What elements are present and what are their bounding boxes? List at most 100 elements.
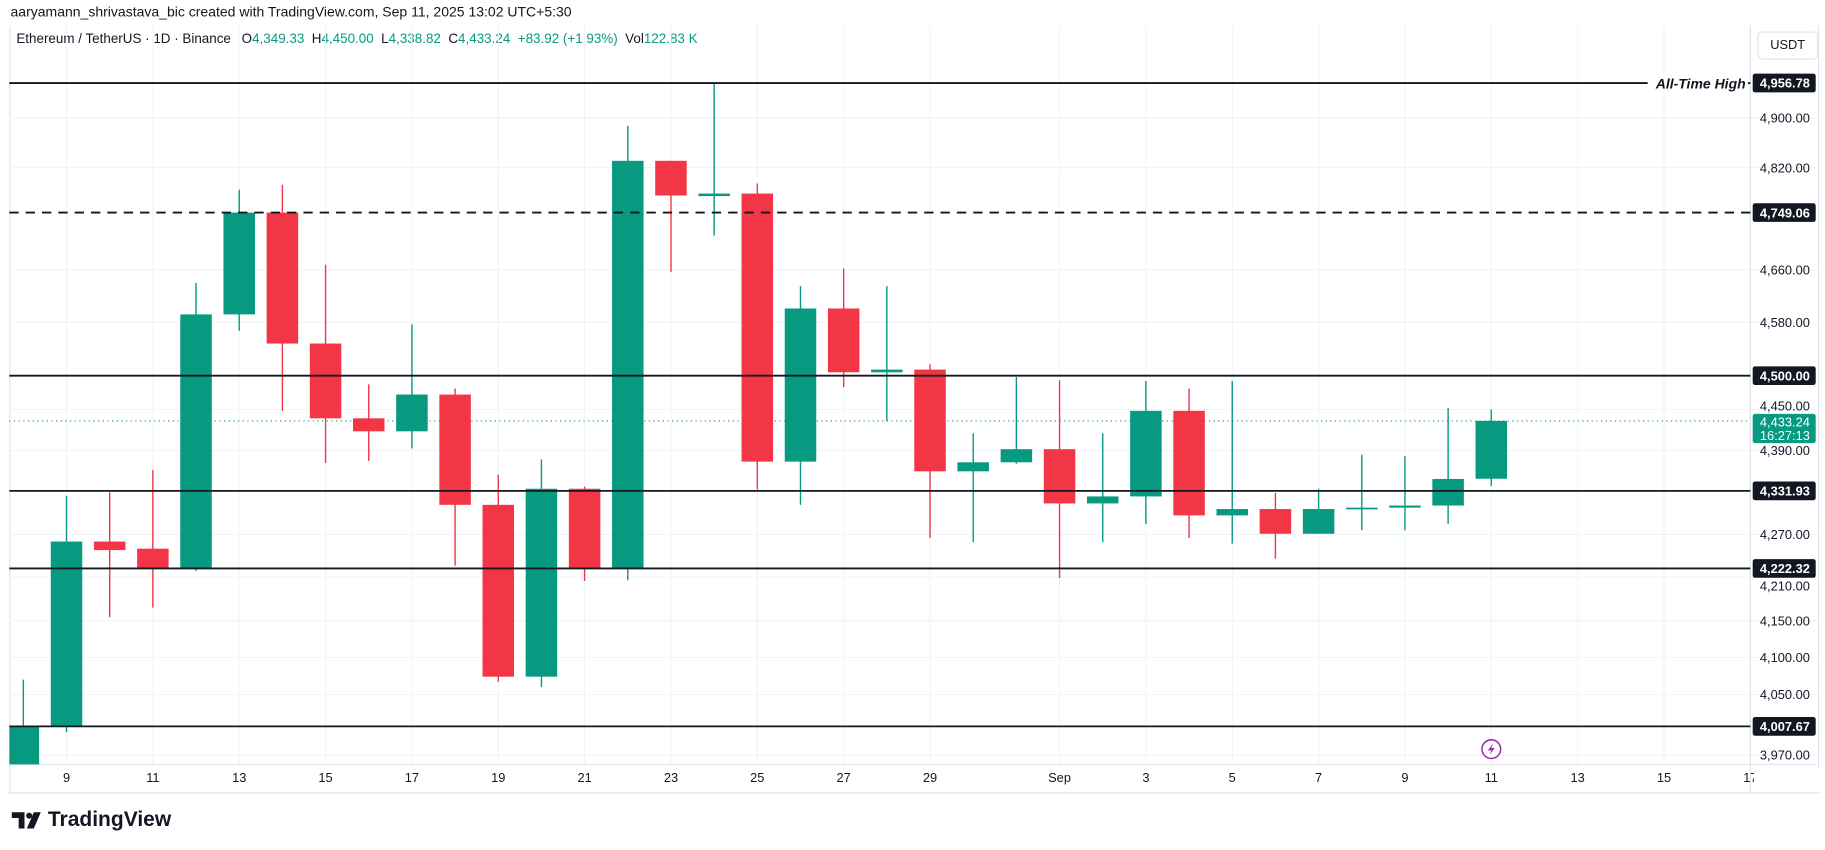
low-label: L (381, 32, 389, 47)
candle[interactable] (1216, 381, 1248, 544)
price-level-badge (1752, 366, 1816, 385)
close-value: 4,433.24 (458, 32, 511, 47)
time-tick-label: 13 (232, 770, 246, 785)
candle[interactable] (1130, 381, 1162, 524)
candle[interactable] (957, 433, 989, 543)
price-level-badge (1752, 717, 1816, 736)
candle[interactable] (1173, 388, 1205, 539)
symbol-title[interactable]: Ethereum / TetherUS · 1D · Binance (16, 32, 231, 47)
time-tick-label: 3 (1142, 770, 1149, 785)
candle-body (568, 488, 601, 569)
candle[interactable] (655, 160, 687, 272)
candle[interactable] (741, 183, 774, 490)
price-tick-label: 4,100.00 (1760, 650, 1810, 665)
time-axis-edge-mask (1753, 767, 1824, 792)
candle[interactable] (612, 125, 644, 581)
currency-button[interactable]: USDT (1757, 31, 1819, 60)
price-level-label: 4,956.78 (1760, 76, 1810, 91)
candle-body (1216, 509, 1248, 516)
candle-body (93, 541, 126, 551)
price-tick-label: 4,150.00 (1760, 613, 1810, 628)
candlestick-chart[interactable]: All-Time High 4,900.00 4,820.00 4,660.00 4,5… (0, 0, 1825, 805)
candle[interactable] (309, 264, 342, 464)
candle-body (655, 160, 687, 196)
candle[interactable] (1475, 409, 1508, 487)
candle-body (1432, 478, 1464, 506)
candle[interactable] (137, 469, 169, 608)
candle[interactable] (827, 268, 860, 388)
time-tick-label: Sep (1048, 770, 1071, 785)
candle[interactable] (352, 384, 385, 461)
symbol-legend: Ethereum / TetherUS · 1D · Binance O4,34… (16, 33, 697, 47)
candle[interactable] (1346, 454, 1378, 531)
candle[interactable] (914, 364, 946, 539)
candle-body (1389, 505, 1421, 508)
candle-body (50, 541, 83, 727)
candle[interactable] (871, 286, 903, 422)
candle[interactable] (1432, 408, 1464, 524)
candle[interactable] (568, 486, 601, 581)
candle[interactable] (223, 189, 255, 331)
candle[interactable] (266, 184, 299, 411)
time-tick-label: 15 (318, 770, 332, 785)
candle-body (1173, 410, 1205, 516)
candle[interactable] (482, 474, 515, 682)
candle[interactable] (1086, 433, 1119, 543)
candle[interactable] (784, 286, 817, 505)
candle-body (137, 548, 169, 569)
candle[interactable] (50, 495, 83, 733)
price-tick-label: 4,270.00 (1760, 527, 1810, 542)
time-tick-label: 9 (1401, 770, 1408, 785)
candle[interactable] (396, 324, 428, 449)
price-tick-label: 4,450.00 (1760, 398, 1810, 413)
candle-body (741, 193, 774, 462)
price-level-badge (1752, 203, 1816, 222)
candle-body (1475, 420, 1508, 479)
candle[interactable] (180, 282, 212, 571)
tradingview-logo-text: TradingView (47, 807, 172, 831)
time-tick-label: 29 (923, 770, 937, 785)
candle[interactable] (439, 388, 471, 566)
time-tick-label: 9 (63, 770, 70, 785)
candle-body (1043, 449, 1076, 504)
snapshot-credit: aaryamann_shrivastava_bic created with T… (10, 3, 572, 20)
candle[interactable] (1000, 376, 1033, 464)
price-tick-label: 4,820.00 (1760, 160, 1810, 175)
candle-body (1302, 509, 1335, 534)
time-tick-label: 7 (1315, 770, 1322, 785)
candle[interactable] (525, 459, 558, 688)
price-tick-label: 4,900.00 (1760, 111, 1810, 126)
candles-group (8, 83, 1508, 805)
price-level-label: 4,500.00 (1760, 368, 1810, 383)
candle[interactable] (93, 492, 126, 618)
lightning-icon[interactable] (1481, 739, 1502, 760)
tradingview-logo[interactable]: TradingView (11, 807, 172, 832)
open-value: 4,349.33 (252, 32, 305, 47)
high-value: 4,450.00 (321, 32, 374, 47)
time-tick-label: 21 (577, 770, 591, 785)
candle-body (827, 308, 860, 373)
candle[interactable] (1302, 488, 1335, 534)
time-tick-label: 11 (146, 770, 159, 785)
price-level-badge (1752, 73, 1816, 93)
candle[interactable] (1259, 492, 1292, 559)
price-tick-label: 4,050.00 (1760, 687, 1810, 702)
price-tick-label: 4,580.00 (1760, 315, 1810, 330)
candle-body (180, 314, 212, 569)
time-tick-label: 25 (750, 770, 764, 785)
candle-body (266, 212, 299, 344)
candle-body (871, 369, 903, 373)
candle[interactable] (1389, 456, 1421, 531)
time-tick-label: 23 (664, 770, 678, 785)
candle[interactable] (698, 83, 730, 236)
candle-body (482, 504, 515, 677)
candle[interactable] (8, 679, 40, 805)
time-tick-label: 11 (1485, 770, 1498, 785)
candle[interactable] (1043, 380, 1076, 579)
candle-body (1259, 509, 1292, 534)
volume-label: Vol (625, 32, 644, 47)
candle-body (1130, 410, 1162, 497)
candle-body (223, 212, 255, 315)
change-value: +83.92 (+1.93%) (517, 32, 618, 47)
time-tick-label: 19 (491, 770, 505, 785)
